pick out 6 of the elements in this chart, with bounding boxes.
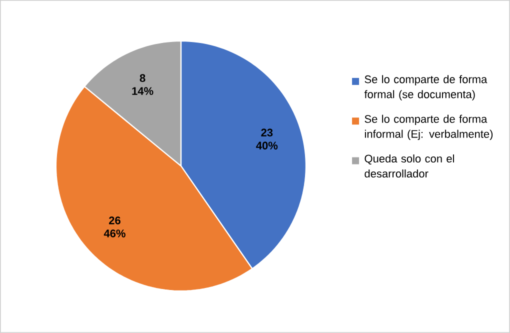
legend-label: Se lo comparte de forma formal (se documenta) — [364, 75, 488, 100]
legend-label: Queda solo con el desarrollador — [364, 154, 454, 178]
data-label: 23 40% — [256, 128, 278, 150]
legend-label: Se lo comparte de forma informal (Ej: verbalmente) — [364, 114, 493, 140]
data-label: 8 14% — [132, 74, 154, 95]
data-label: 26 46% — [104, 216, 126, 238]
